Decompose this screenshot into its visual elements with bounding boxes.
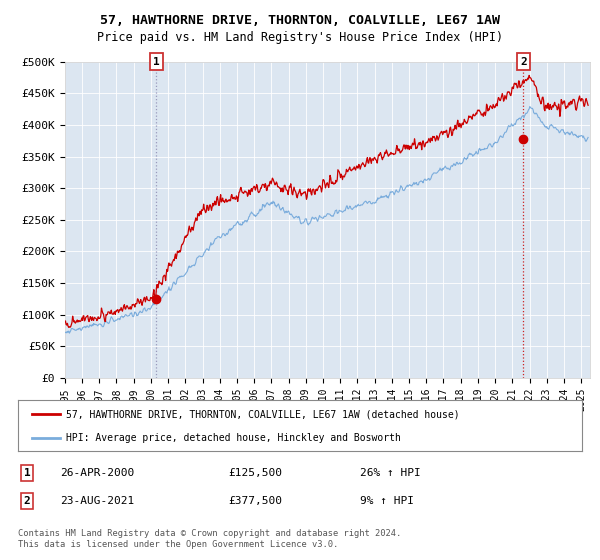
- Text: £125,500: £125,500: [228, 468, 282, 478]
- Text: 9% ↑ HPI: 9% ↑ HPI: [360, 496, 414, 506]
- Text: 57, HAWTHORNE DRIVE, THORNTON, COALVILLE, LE67 1AW: 57, HAWTHORNE DRIVE, THORNTON, COALVILLE…: [100, 14, 500, 27]
- Text: £377,500: £377,500: [228, 496, 282, 506]
- Text: 23-AUG-2021: 23-AUG-2021: [60, 496, 134, 506]
- Text: 57, HAWTHORNE DRIVE, THORNTON, COALVILLE, LE67 1AW (detached house): 57, HAWTHORNE DRIVE, THORNTON, COALVILLE…: [66, 409, 460, 419]
- Text: Contains HM Land Registry data © Crown copyright and database right 2024.
This d: Contains HM Land Registry data © Crown c…: [18, 529, 401, 549]
- Text: 26% ↑ HPI: 26% ↑ HPI: [360, 468, 421, 478]
- Text: 2: 2: [23, 496, 31, 506]
- Text: 1: 1: [153, 57, 160, 67]
- Text: HPI: Average price, detached house, Hinckley and Bosworth: HPI: Average price, detached house, Hinc…: [66, 433, 401, 443]
- Text: 26-APR-2000: 26-APR-2000: [60, 468, 134, 478]
- Text: 2: 2: [520, 57, 527, 67]
- Text: Price paid vs. HM Land Registry's House Price Index (HPI): Price paid vs. HM Land Registry's House …: [97, 31, 503, 44]
- Text: 1: 1: [23, 468, 31, 478]
